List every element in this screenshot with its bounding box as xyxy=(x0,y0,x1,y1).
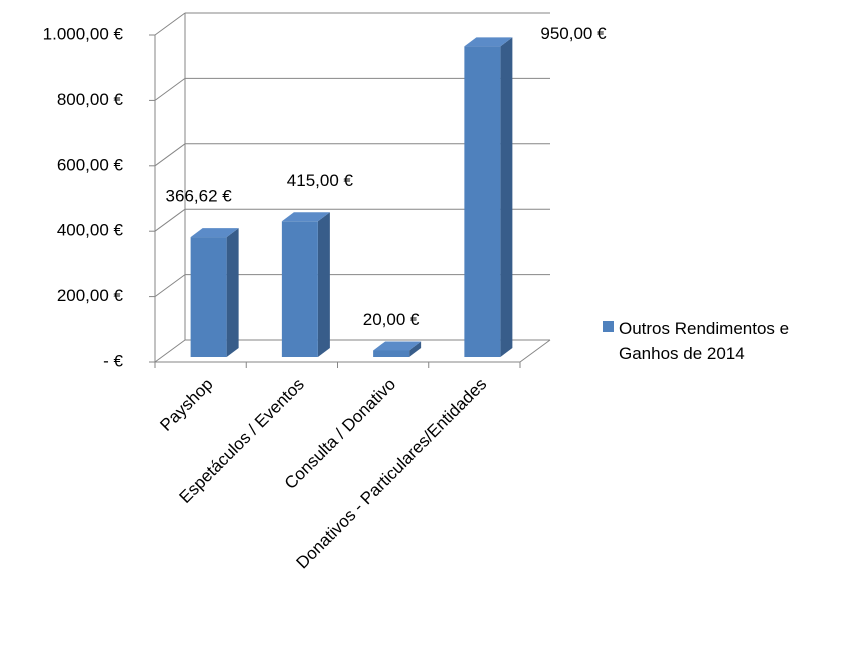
bar-top xyxy=(464,37,513,47)
grid-line xyxy=(154,12,186,36)
data-label: 950,00 € xyxy=(540,24,607,43)
data-label: 20,00 € xyxy=(363,310,420,329)
floor-right xyxy=(519,339,551,363)
y-tick-label: 1.000,00 € xyxy=(43,24,124,43)
bar-top xyxy=(281,212,330,222)
y-tick-label: 800,00 € xyxy=(57,90,124,109)
bar-front xyxy=(373,350,410,357)
data-label: 415,00 € xyxy=(287,171,354,190)
bar-top xyxy=(190,228,239,238)
grid-line xyxy=(154,339,186,363)
bar-front xyxy=(464,46,501,357)
bar-side xyxy=(226,228,239,357)
grid-line xyxy=(154,208,186,232)
grid-line xyxy=(154,143,186,167)
y-tick-label: - € xyxy=(103,351,123,370)
bar-front xyxy=(281,221,318,357)
data-label: 366,62 € xyxy=(166,187,233,206)
y-tick-label: 600,00 € xyxy=(57,155,124,174)
bar-front xyxy=(190,237,227,357)
grid-line xyxy=(154,274,186,298)
bar-top xyxy=(373,341,422,351)
y-tick-label: 400,00 € xyxy=(57,221,124,240)
x-tick-label: Payshop xyxy=(156,375,216,435)
legend-label: Outros Rendimentos e Ganhos de 2014 xyxy=(619,319,790,363)
x-tick-label: Donativos - Particulares/Entidades xyxy=(293,375,491,573)
y-tick-label: 200,00 € xyxy=(57,286,124,305)
bar-side xyxy=(409,341,422,357)
bar-side xyxy=(317,212,330,357)
legend-key xyxy=(603,321,614,332)
grid-line xyxy=(154,77,186,101)
bar-side xyxy=(500,37,513,357)
